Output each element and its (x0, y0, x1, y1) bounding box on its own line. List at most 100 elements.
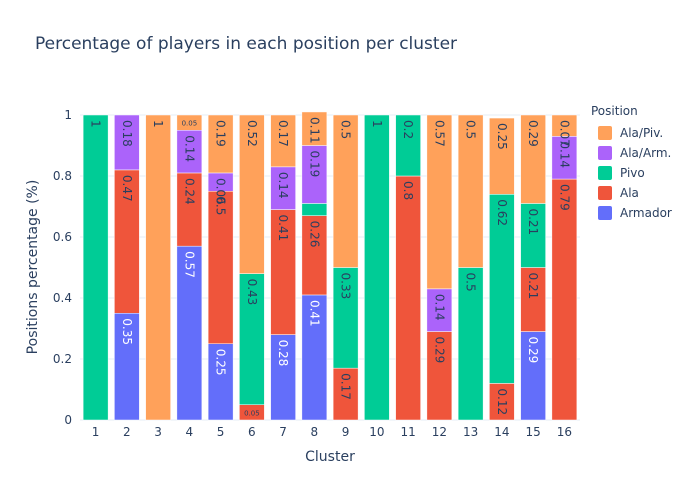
bar-segment (270, 114, 296, 168)
legend-label: Armador (620, 206, 672, 220)
data-label: 0.2 (401, 120, 415, 139)
bar-segment (301, 145, 328, 204)
bar-segment (489, 383, 515, 421)
x-tick-label: 1 (92, 425, 100, 439)
data-label: 0.26 (307, 221, 321, 248)
data-label: 0.07 (557, 120, 571, 147)
bar-segment (426, 288, 453, 332)
bar-segment (364, 114, 390, 421)
x-tick-label: 3 (154, 425, 162, 439)
y-tick-label: 0.2 (53, 352, 72, 366)
bar-segment (520, 331, 546, 421)
bars-layer (82, 111, 578, 421)
data-label: 0.47 (120, 175, 134, 202)
bar-segment (176, 114, 203, 131)
data-label: 0.57 (182, 251, 196, 278)
x-tick-label: 6 (248, 425, 256, 439)
bar-segment (114, 169, 140, 314)
bar-segment (520, 114, 546, 204)
x-tick-label: 8 (311, 425, 319, 439)
bar-segment (332, 367, 359, 421)
bar-segment (176, 130, 203, 174)
bar-segment (489, 117, 515, 195)
legend-swatch (598, 166, 612, 180)
data-label: 1 (151, 120, 165, 128)
x-tick-label: 9 (342, 425, 350, 439)
data-label: 0.29 (432, 337, 446, 364)
bar-segment (551, 178, 578, 421)
data-label: 0.06 (214, 178, 228, 205)
bar-segment (270, 209, 296, 335)
data-label: 1 (89, 120, 103, 128)
legend-item[interactable]: Ala (598, 183, 672, 203)
y-tick-label: 0 (64, 413, 72, 427)
bar-segment (270, 166, 296, 210)
x-axis-label: Cluster (305, 449, 355, 465)
bar-segment (114, 313, 140, 421)
bar-segment (395, 114, 421, 177)
data-label: 0.21 (526, 208, 540, 235)
bar-segment (239, 273, 265, 405)
data-label: 0.5 (339, 120, 353, 139)
x-tick-label: 4 (186, 425, 194, 439)
bar-segment (301, 111, 328, 146)
data-label: 0.17 (339, 373, 353, 400)
data-label: 0.18 (120, 120, 134, 147)
data-label: 0.29 (526, 120, 540, 147)
data-label: 0.14 (557, 141, 571, 168)
legend-label: Ala (620, 186, 639, 200)
data-label: 0.43 (245, 279, 259, 306)
legend-item[interactable]: Ala/Piv. (598, 123, 672, 143)
legend-item[interactable]: Ala/Arm. (598, 143, 672, 163)
data-label: 0.57 (432, 120, 446, 147)
x-tick-label: 15 (525, 425, 540, 439)
legend-swatch (598, 206, 612, 220)
data-label: 1 (370, 120, 384, 128)
legend-item[interactable]: Armador (598, 203, 672, 223)
data-label: 0.14 (276, 172, 290, 199)
legend-label: Ala/Piv. (620, 126, 664, 140)
x-tick-label: 7 (279, 425, 287, 439)
bar-segment (457, 114, 484, 268)
bar-segment (207, 114, 234, 174)
data-label: 0.05 (182, 120, 198, 128)
legend: Ala/Piv. Ala/Arm. Pivo Ala Armador (598, 123, 672, 223)
bar-segment (395, 175, 421, 421)
data-label: 0.05 (244, 409, 260, 417)
x-tick-label: 5 (217, 425, 225, 439)
y-tick-label: 0.6 (53, 230, 72, 244)
legend-swatch (598, 186, 612, 200)
data-label: 0.25 (495, 123, 509, 150)
bar-segment (520, 203, 546, 268)
data-label: 0.19 (214, 120, 228, 147)
data-label: 0.52 (245, 120, 259, 147)
data-label: 0.14 (432, 294, 446, 321)
bar-segment (520, 267, 546, 332)
data-label: 0.79 (557, 184, 571, 211)
data-label: 0.62 (495, 199, 509, 226)
legend-item[interactable]: Pivo (598, 163, 672, 183)
data-label: 0.11 (307, 117, 321, 144)
data-label: 0.21 (526, 273, 540, 300)
bar-segment (239, 114, 265, 274)
legend-swatch (598, 146, 612, 160)
legend-swatch (598, 126, 612, 140)
bar-segment (551, 136, 578, 180)
data-label: 0.5 (464, 273, 478, 292)
bar-segment (551, 114, 578, 137)
y-tick-label: 0.4 (53, 291, 72, 305)
x-tick-label: 10 (369, 425, 384, 439)
legend-label: Pivo (620, 166, 645, 180)
legend-title: Position (591, 104, 638, 118)
bar-segment (332, 114, 359, 268)
bar-segment (301, 215, 328, 296)
data-label: 0.5 (464, 120, 478, 139)
bar-segment (176, 172, 203, 247)
chart-title: Percentage of players in each position p… (35, 34, 458, 54)
data-label: 0.5 (214, 196, 228, 215)
data-label: 0.19 (307, 151, 321, 178)
legend-label: Ala/Arm. (620, 146, 672, 160)
bar-segment (301, 203, 328, 216)
data-labels-layer: 0.35 0.57 0.25 0.28 0.41 0.29 0.47 0.24 0.5 0.05 0… (89, 117, 572, 417)
